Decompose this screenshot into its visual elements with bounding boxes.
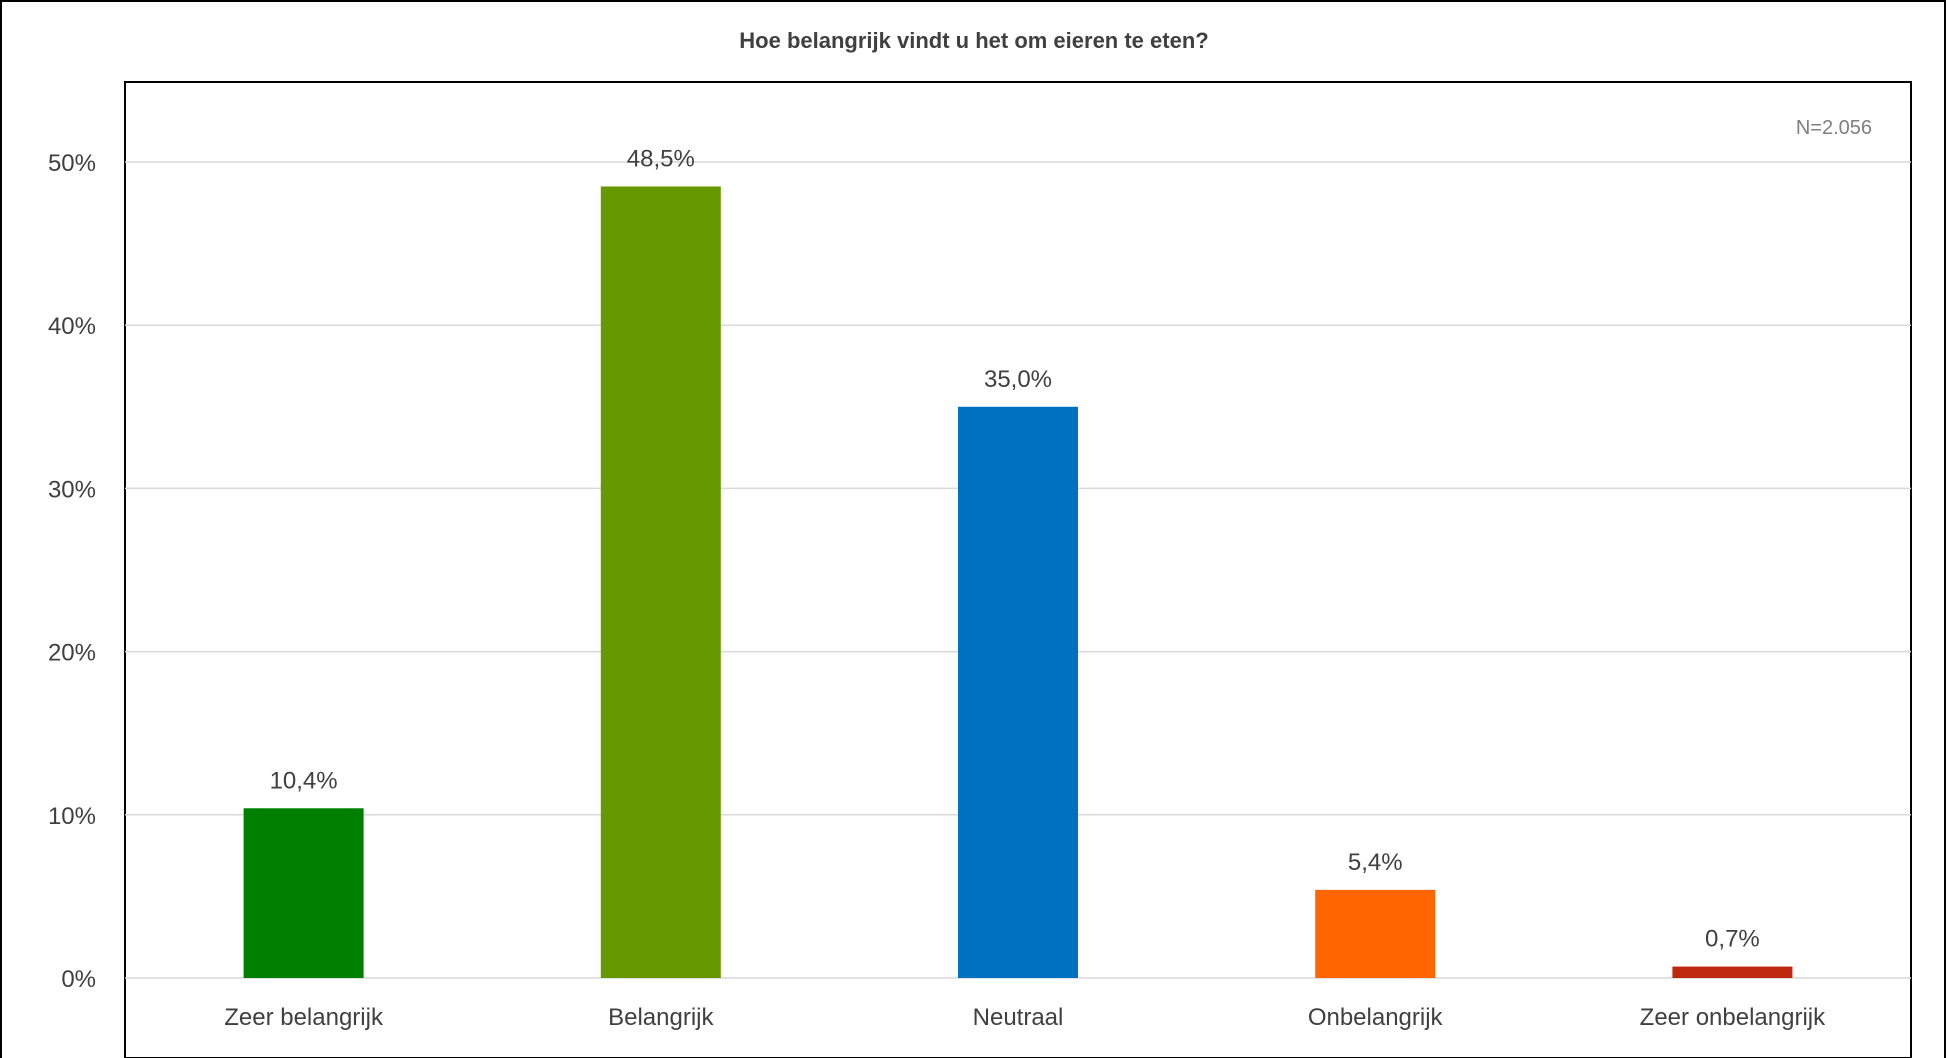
y-tick-label: 40% [48, 313, 96, 340]
data-label: 5,4% [1348, 849, 1403, 876]
bar [1672, 966, 1793, 978]
y-tick-label: 10% [48, 803, 96, 830]
data-label: 35,0% [984, 366, 1052, 393]
y-tick-label: 30% [48, 476, 96, 503]
y-axis-ticks: 0% 10% 20% 30% 40% 50% [48, 150, 96, 993]
data-labels: 10,4% 48,5% 35,0% 5,4% 0,7% [270, 145, 1760, 952]
sample-size-note: N=2.056 [1796, 117, 1872, 139]
y-tick-label: 0% [61, 966, 96, 993]
data-label: 0,7% [1705, 926, 1760, 953]
bars [243, 186, 1793, 979]
bar [958, 406, 1078, 978]
x-axis-categories: Zeer belangrijk Belangrijk Neutraal Onbelan… [224, 1004, 1826, 1031]
chart-title: Hoe belangrijk vindt u het om eieren te … [739, 28, 1208, 53]
x-tick-label: Zeer belangrijk [224, 1004, 384, 1031]
x-tick-label: Belangrijk [608, 1004, 714, 1031]
bar [243, 808, 364, 978]
bar [1315, 889, 1436, 978]
data-label: 48,5% [627, 145, 695, 172]
y-tick-label: 20% [48, 640, 96, 667]
x-tick-label: Zeer onbelangrijk [1640, 1004, 1826, 1031]
plot-area-frame [124, 81, 1912, 1058]
data-label: 10,4% [270, 767, 338, 794]
x-tick-label: Neutraal [973, 1004, 1064, 1031]
x-tick-label: Onbelangrijk [1308, 1004, 1444, 1031]
y-tick-label: 50% [48, 150, 96, 177]
bar [600, 186, 721, 979]
